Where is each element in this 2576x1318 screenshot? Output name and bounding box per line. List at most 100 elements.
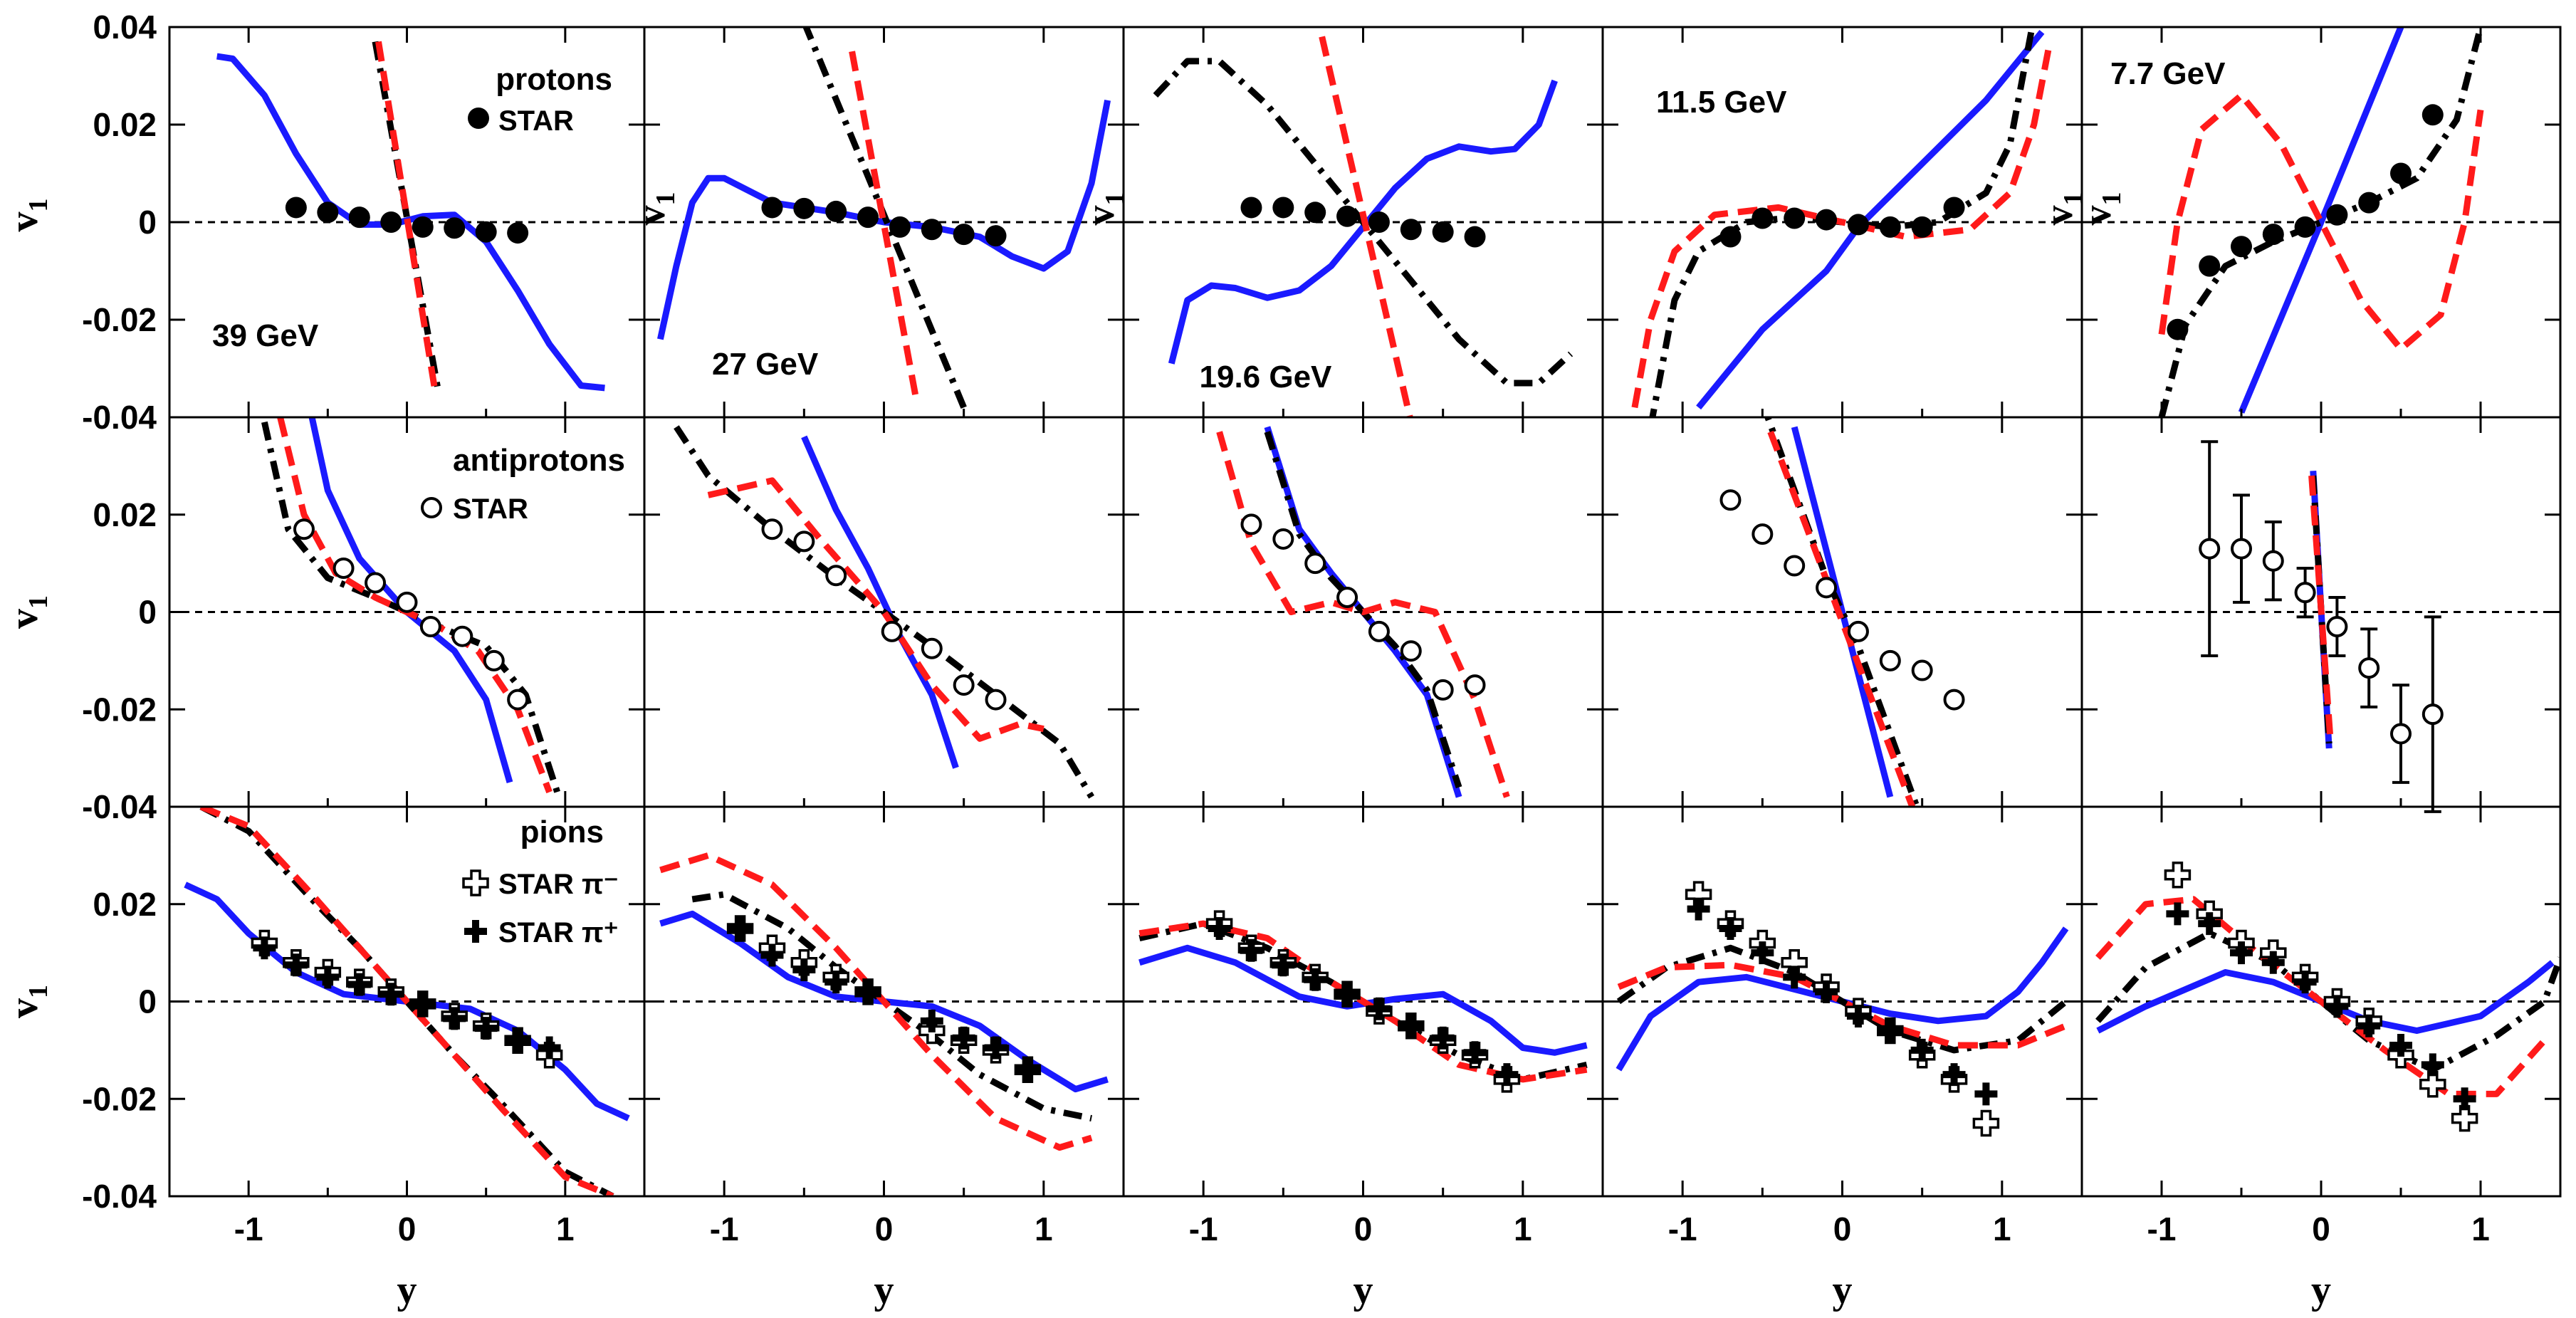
x-tick-label: -1 [1189,1210,1218,1248]
data-point [2294,216,2316,238]
data-point-pi-plus [1208,916,1231,940]
data-point [985,225,1007,247]
data-point [317,202,339,224]
y-tick-label: -0.04 [82,399,157,436]
data-point [881,620,903,642]
legend-pions: pions STAR π⁻ STAR π⁺ [462,815,619,948]
series-line-red [2308,475,2334,744]
y-tick-label: 0.04 [93,9,157,46]
y-axis-title-inner: v1 [629,192,681,226]
legend-antiprotons: antiprotons STAR [421,443,625,525]
curves [2095,896,2560,1097]
data-point [412,216,434,238]
x-axis-title: y [874,1268,894,1312]
data-point [1368,211,1390,233]
data-point [1879,649,1901,671]
series-line-black [1764,417,1921,807]
data-point-pi-plus [2261,951,2285,974]
x-tick-label: 1 [1514,1210,1532,1248]
x-tick-label: 1 [2471,1210,2490,1248]
data-point [2199,255,2221,277]
data-point [1400,640,1422,662]
labels-layer: -0.04 -0.02 0 0.02 0.04 -0.04 -0.02 0 0.02 -0.04 -… [2,9,2490,1312]
data-point-pi-plus [1016,1058,1040,1082]
series-line-black [261,421,560,793]
data-point [1304,202,1326,224]
svg-text:v1: v1 [2,595,53,629]
data-point-pi-plus [1974,1082,1998,1106]
row-title: protons [496,62,612,97]
data-point-pi-minus [1972,1109,2000,1137]
data-point-pi-plus [474,1017,498,1040]
data-point-pi-plus [1495,1063,1519,1087]
series-line-red [1631,41,2053,409]
data-point [1943,689,1965,711]
panel-r0-c3: 11.5 GeV [1601,26,2083,419]
data-point-pi-plus [1240,938,1263,962]
panel-r1-c4 [2080,416,2562,813]
data-point [1943,197,1965,219]
data-point [1816,209,1838,231]
data-point [1847,620,1869,642]
energy-label: 7.7 GeV [2110,56,2226,91]
x-tick-label: 1 [1035,1210,1053,1248]
series-line-red [1767,430,1916,807]
data-point-pi-plus [728,916,752,940]
row-title: antiprotons [453,443,625,478]
data-point [889,216,911,238]
panel-r2-c2 [1122,805,1604,1198]
data-point [1432,679,1454,701]
x-tick-label: 1 [556,1210,575,1248]
y-axis-title: v1 [2,595,53,629]
data-point [1368,620,1390,642]
legend-protons: protons STAR [468,62,612,137]
panel-r0-c2: 19.6 GeV [1122,26,1604,419]
data-point-errorbar [2390,684,2412,784]
data-point [2421,104,2444,126]
y-tick-label: -0.02 [82,1080,157,1117]
data-point [475,221,497,243]
data-point [333,557,355,579]
y-axis-title: v1 [2,985,53,1018]
series-line-red [659,852,1093,1151]
data-point-pi-minus [2164,861,2192,889]
y-axis-title: v1 [2,199,53,232]
data-point [1464,674,1486,696]
data-point [1240,197,1262,219]
x-axis-title: y [397,1268,417,1312]
series-line-red [1216,431,1510,798]
data-point-pi-plus [2325,995,2349,1018]
legend-marker [464,920,487,943]
data-point-pi-plus [1399,1014,1423,1037]
data-point [825,565,847,587]
data-point-pi-plus [1687,897,1710,921]
data-point-pi-plus [857,980,880,1003]
row-title: pions [520,815,604,849]
curves [657,27,1111,409]
data-point [285,197,307,219]
energy-label: 27 GeV [712,347,819,382]
x-axis-title: y [2311,1268,2331,1312]
data-point-pi-plus [506,1029,530,1052]
series-line-blue [2238,27,2404,414]
panel-r1-c2 [1122,416,1604,808]
panel-r2-c3 [1601,805,2083,1198]
data-point-pi-plus [2166,902,2189,926]
series-line-black [1616,944,2068,1054]
data-point [761,197,783,219]
panel-r2-c4 [2080,805,2562,1198]
data-point-errorbar [2294,566,2316,619]
series-line-red [199,807,614,1196]
data-point [2358,192,2380,214]
data-point-pi-plus [1719,916,1742,940]
data-point-pi-plus [1367,997,1391,1020]
data-point-pi-plus [538,1036,561,1060]
legend-label: STAR [453,493,528,525]
series-line-red [1316,27,1413,417]
x-tick-label: 0 [875,1210,894,1248]
y-tick-label: 0.02 [93,496,157,533]
data-point-pi-plus [2453,1087,2476,1111]
y-tick-label: 0.02 [93,886,157,923]
data-point-pi-plus [347,973,371,996]
